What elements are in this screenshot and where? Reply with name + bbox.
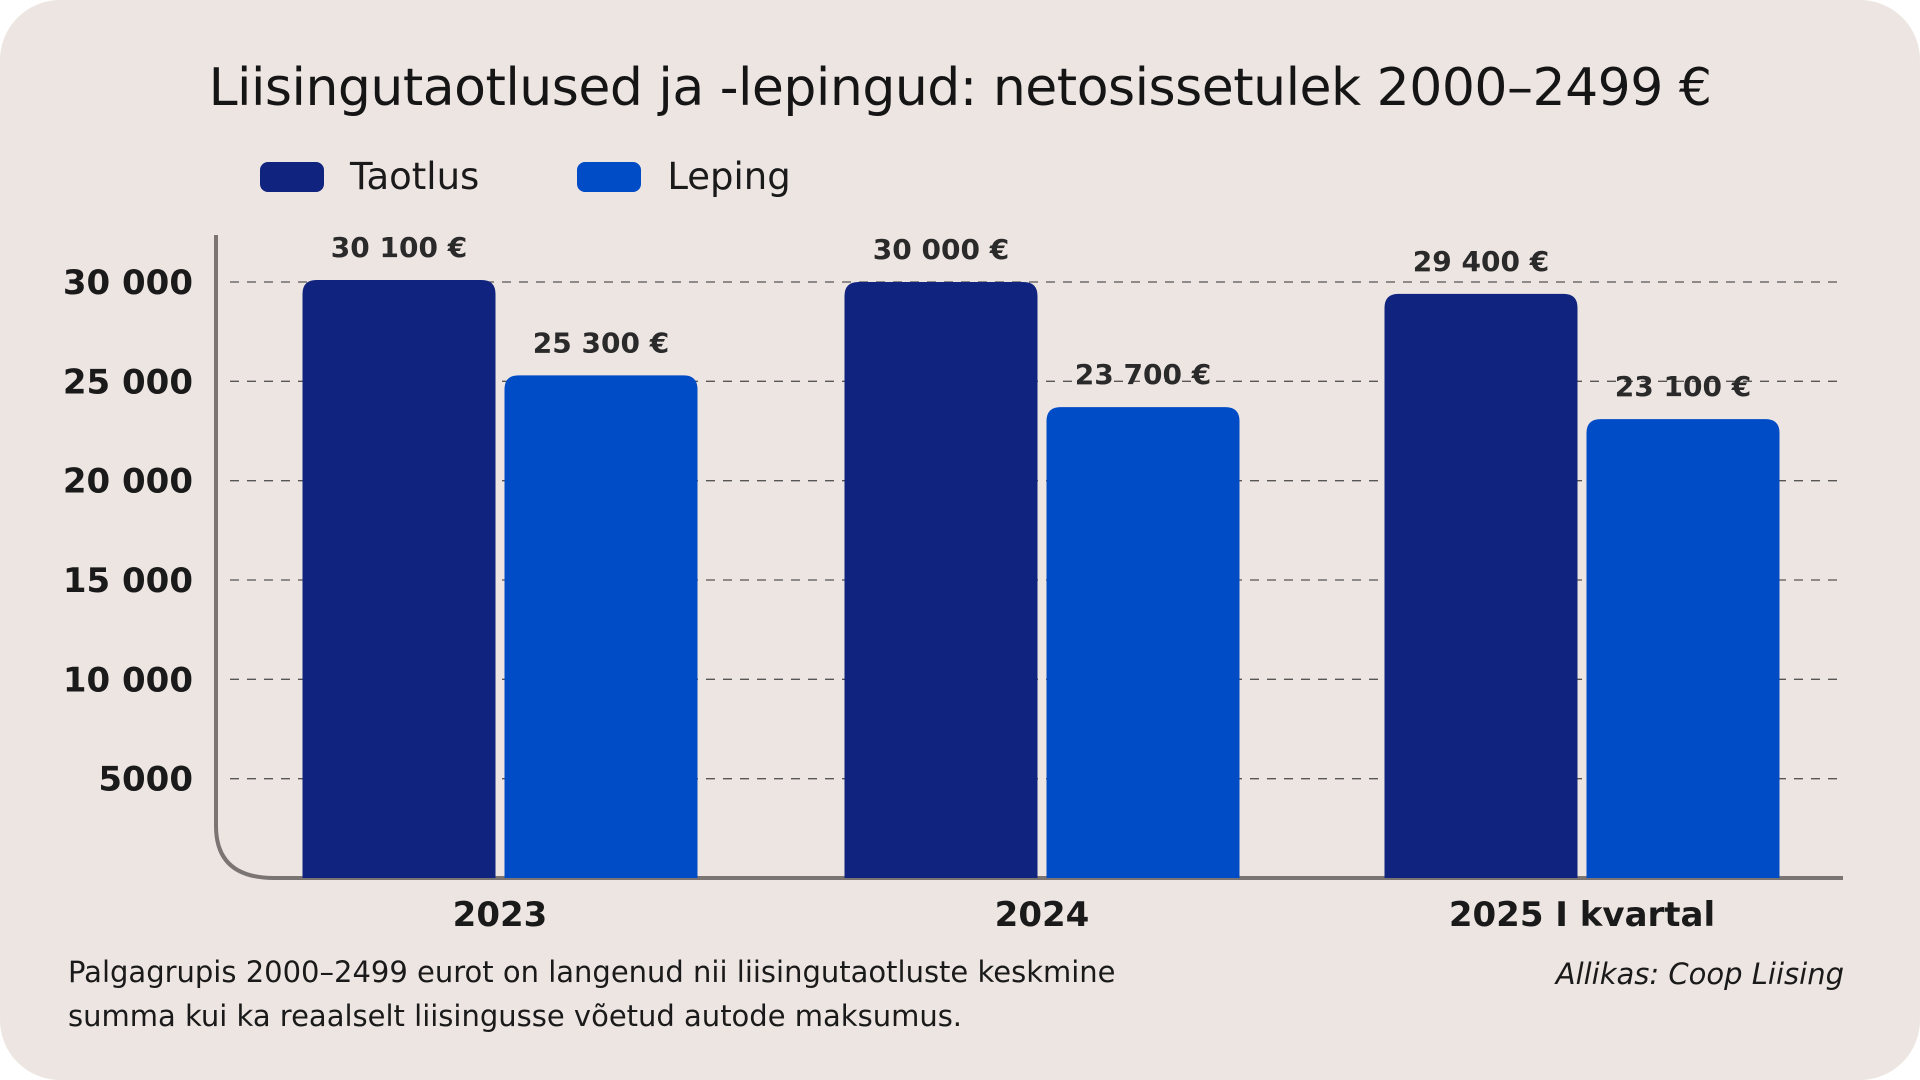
data-label: 29 400 € [1413, 245, 1549, 278]
source-note: Allikas: Coop Liising [1555, 957, 1844, 991]
footnote-line-2: summa kui ka reaalselt liisingusse võetu… [68, 999, 963, 1033]
y-tick-label: 10 000 [63, 660, 193, 700]
bar [302, 280, 496, 879]
data-label: 30 000 € [873, 233, 1009, 266]
chart-axis [214, 235, 1843, 880]
bar [844, 282, 1038, 878]
bar [1586, 419, 1780, 878]
legend-item-leping: Leping [577, 155, 791, 198]
x-tick-label: 2024 [995, 895, 1090, 935]
x-tick-label: 2025 I kvartal [1449, 895, 1715, 935]
data-label: 23 100 € [1615, 370, 1751, 403]
legend-swatch-taotlus [260, 161, 324, 192]
y-tick-label: 5000 [98, 760, 193, 800]
chart-title: Liisingutaotlused ja -lepingud: netosiss… [208, 58, 1712, 118]
bar [1046, 407, 1240, 878]
bar [504, 375, 698, 878]
data-label: 30 100 € [331, 231, 467, 264]
footnote: Palgagrupis 2000–2499 eurot on langenud … [68, 950, 1168, 1038]
legend-label-leping: Leping [667, 155, 791, 198]
data-label: 25 300 € [533, 326, 669, 359]
bar [1384, 293, 1578, 878]
y-tick-label: 20 000 [63, 462, 193, 502]
legend-swatch-leping [577, 161, 642, 192]
legend-label-taotlus: Taotlus [350, 155, 480, 198]
y-tick-label: 30 000 [63, 263, 193, 303]
footnote-line-1: Palgagrupis 2000–2499 eurot on langenud … [68, 955, 1116, 989]
data-label: 23 700 € [1075, 358, 1211, 391]
legend-item-taotlus: Taotlus [260, 155, 479, 198]
y-tick-label: 25 000 [63, 362, 193, 402]
chart-legend: Taotlus Leping [260, 155, 889, 198]
y-tick-label: 15 000 [63, 561, 193, 601]
x-tick-label: 2023 [453, 895, 548, 935]
